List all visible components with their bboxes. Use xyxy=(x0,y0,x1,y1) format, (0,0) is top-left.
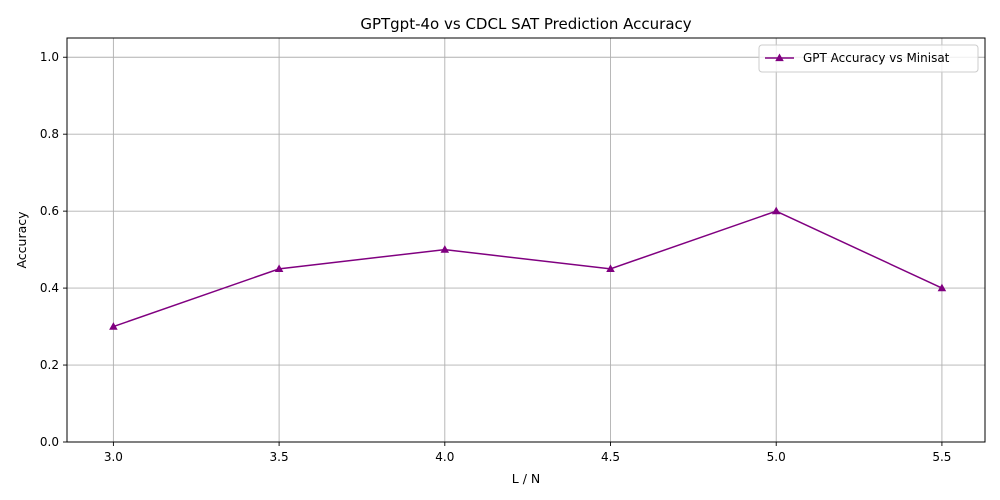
series-line xyxy=(113,210,943,328)
x-tick-label: 5.0 xyxy=(767,450,786,464)
y-tick-label: 0.8 xyxy=(40,127,59,141)
x-axis-label: L / N xyxy=(512,471,540,486)
data-point-marker xyxy=(771,206,781,215)
y-tick-label: 0.6 xyxy=(40,204,59,218)
grid-lines xyxy=(67,38,985,443)
legend-series-marker xyxy=(775,53,784,62)
y-tick-label: 0.2 xyxy=(40,358,59,372)
legend-label: GPT Accuracy vs Minisat xyxy=(803,51,950,65)
data-point-marker xyxy=(937,283,947,292)
x-tick-label: 5.5 xyxy=(932,450,951,464)
chart-title: GPTgpt-4o vs CDCL SAT Prediction Accurac… xyxy=(360,15,691,33)
x-tick-label: 4.5 xyxy=(601,450,620,464)
data-point-marker xyxy=(109,322,118,330)
x-axis-ticks: 3.0 3.5 4.0 4.5 5.0 5.5 xyxy=(104,442,951,464)
series-group xyxy=(109,206,947,330)
data-point-marker xyxy=(274,264,284,273)
x-tick-label: 3.5 xyxy=(270,450,289,464)
y-axis-ticks: 0.0 0.2 0.4 0.6 0.8 1.0 xyxy=(40,50,67,449)
y-axis-label: Accuracy xyxy=(14,211,29,269)
data-point-marker xyxy=(606,264,615,273)
y-tick-label: 0.0 xyxy=(40,435,59,449)
x-tick-label: 4.0 xyxy=(435,450,454,464)
x-tick-label: 3.0 xyxy=(104,450,123,464)
y-tick-label: 1.0 xyxy=(40,50,59,64)
y-tick-label: 0.4 xyxy=(40,281,59,295)
legend-box xyxy=(758,44,979,73)
plot-frame xyxy=(66,37,986,443)
legend: GPT Accuracy vs Minisat xyxy=(758,44,979,73)
data-point-marker xyxy=(440,245,450,253)
